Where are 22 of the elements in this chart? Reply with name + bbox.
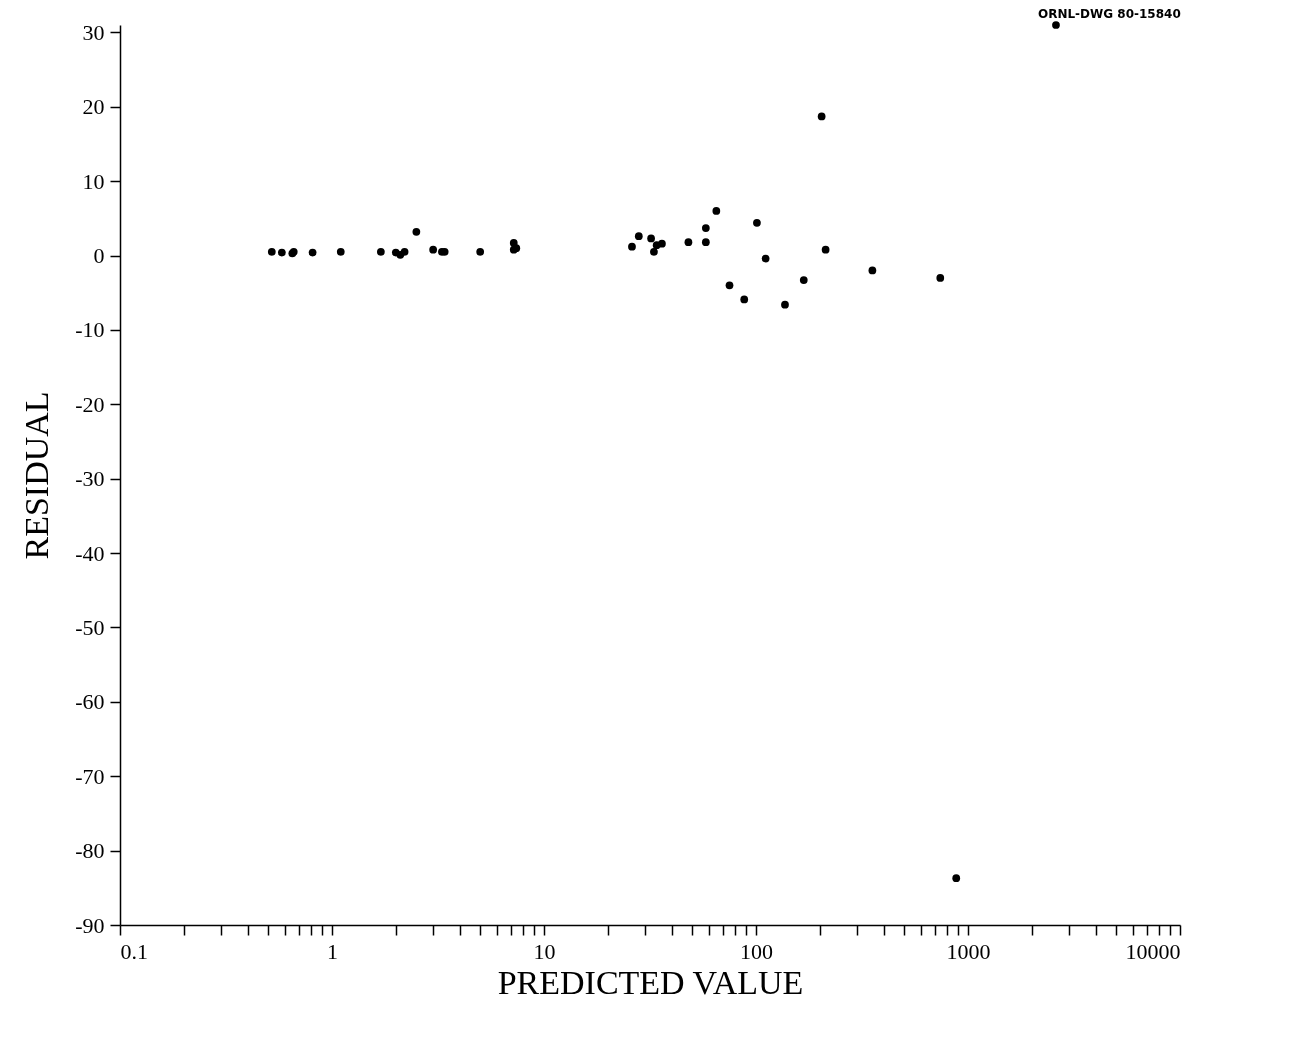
y-tick-label: 20 [82,94,105,120]
y-tick-label: -30 [75,466,105,492]
y-tick-label: 30 [82,19,105,45]
y-tick-label: -90 [75,912,105,938]
x-tick-label: 10000 [1125,938,1181,964]
y-tick-label: -70 [75,763,105,789]
y-tick-label: -40 [75,540,105,566]
y-tick-label: -20 [75,391,105,417]
x-axis-title: PREDICTED VALUE [497,963,804,1001]
x-tick-label: 1000 [946,938,991,964]
x-tick-label: 100 [740,938,773,964]
x-tick-label: 1 [327,938,338,964]
x-tick-label: 0.1 [120,938,148,964]
y-tick-label: -50 [75,614,105,640]
y-tick-label: -60 [75,689,105,715]
text: ORNL-DWG 80-15840 [1037,7,1181,22]
y-tick-label: -80 [75,838,105,864]
y-tick-label: 0 [93,243,105,269]
x-tick-label: 10 [533,938,556,964]
y-tick-label: 10 [82,168,105,194]
y-axis-title: RESIDUAL [18,391,56,560]
y-tick-label: -10 [75,317,105,343]
